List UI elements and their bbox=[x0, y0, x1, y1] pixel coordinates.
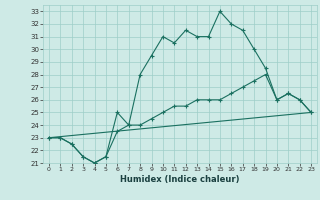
X-axis label: Humidex (Indice chaleur): Humidex (Indice chaleur) bbox=[120, 175, 240, 184]
